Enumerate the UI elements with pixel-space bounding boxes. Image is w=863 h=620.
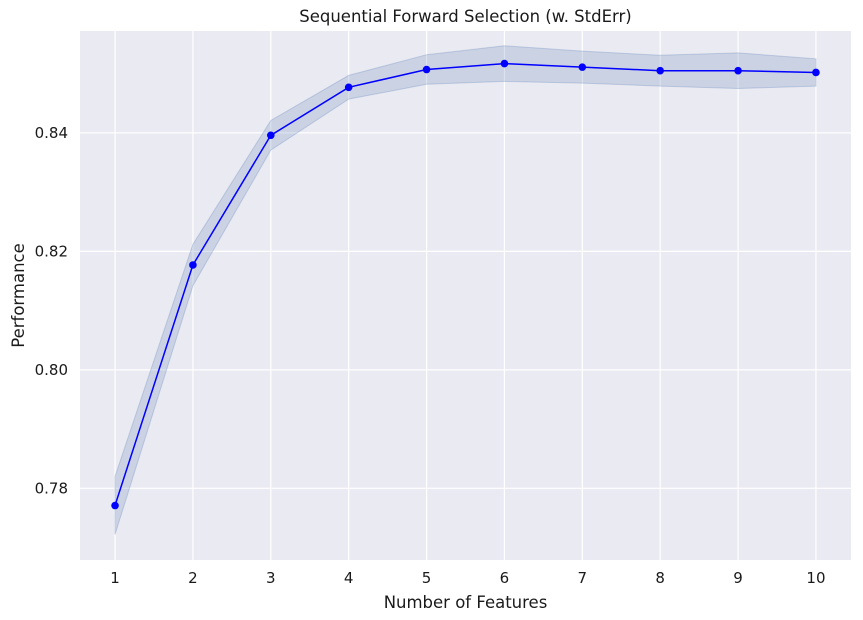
data-points <box>111 59 820 510</box>
error-band <box>114 45 817 535</box>
y-tick-label: 0.78 <box>35 479 68 497</box>
data-point <box>422 65 431 74</box>
y-axis-label: Performance <box>9 243 28 348</box>
x-tick-label: 6 <box>500 569 510 587</box>
x-tick-label: 4 <box>344 569 354 587</box>
x-tick-label: 1 <box>110 569 120 587</box>
x-tick-label: 2 <box>188 569 198 587</box>
x-tick-label: 8 <box>655 569 665 587</box>
data-point <box>267 131 275 140</box>
error-band-layer <box>114 45 817 535</box>
y-tick-label: 0.80 <box>35 361 68 379</box>
data-point <box>656 66 664 75</box>
plot-background <box>80 31 851 560</box>
x-tick-label: 3 <box>266 569 276 587</box>
data-point <box>812 68 820 77</box>
data-point <box>344 83 353 92</box>
y-tick-label: 0.84 <box>35 124 68 142</box>
y-tick-label: 0.82 <box>35 242 68 260</box>
x-tick-label: 5 <box>422 569 432 587</box>
chart-title: Sequential Forward Selection (w. StdErr) <box>299 7 632 26</box>
series-line <box>114 62 817 506</box>
series-line-layer <box>114 62 817 506</box>
data-point <box>189 261 197 269</box>
x-tick-labels: 1 2 3 4 5 6 7 8 9 10 <box>110 569 825 587</box>
x-tick-label: 7 <box>578 569 588 587</box>
x-axis-label: Number of Features <box>384 593 548 612</box>
x-tick-label: 9 <box>733 569 743 587</box>
data-point <box>734 66 742 75</box>
grid-lines <box>80 31 851 560</box>
data-point <box>500 59 509 68</box>
data-point <box>111 501 119 510</box>
x-tick-label: 10 <box>806 569 825 587</box>
data-point <box>578 63 587 71</box>
y-tick-labels: 0.78 0.80 0.82 0.84 <box>35 124 68 497</box>
